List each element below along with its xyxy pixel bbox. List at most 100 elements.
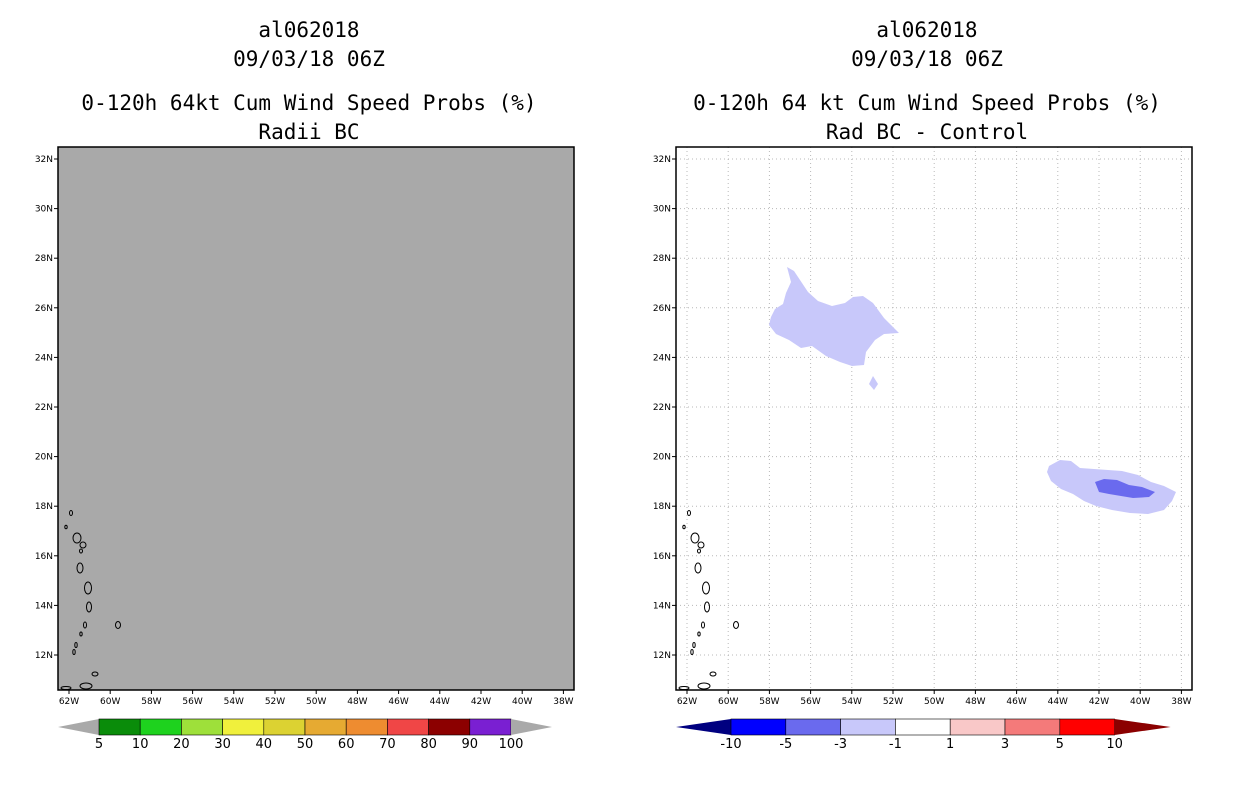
colorbar-bin [304, 718, 347, 736]
colorbar-bin [895, 718, 951, 736]
colorbar-bin [181, 718, 223, 736]
island-outline [709, 671, 717, 677]
island-outline [701, 621, 705, 629]
lat-tick-label: 26N [653, 304, 671, 314]
island-outline [79, 682, 93, 690]
lat-tick-label: 22N [653, 403, 671, 413]
lat-tick-label: 22N [35, 403, 53, 413]
lon-tick-label: 38W [553, 697, 573, 707]
colorbar-left-end [58, 719, 99, 735]
lon-tick-label: 54W [224, 697, 244, 707]
island-outline [64, 524, 68, 530]
lon-tick-label: 44W [1048, 697, 1068, 707]
lon-tick-label: 46W [1006, 697, 1026, 707]
colorbar-bin [1059, 718, 1115, 736]
left-colorbar: 5 10 20 30 40 50 60 70 80 90 100 [58, 718, 552, 752]
colorbar-label: 3 [1001, 737, 1009, 752]
colorbar-high-end [1114, 719, 1171, 735]
lat-tick-label: 18N [653, 502, 671, 512]
right-map-background [676, 147, 1192, 690]
lat-tick-label: 20N [653, 453, 671, 463]
colorbar-label: 90 [462, 737, 479, 752]
island-outline [76, 562, 84, 574]
north-small-blob [869, 376, 878, 390]
lon-tick-label: 50W [924, 697, 944, 707]
colorbar-bin [139, 718, 182, 736]
lat-tick-label: 16N [653, 552, 671, 562]
colorbar-label: -5 [779, 737, 792, 752]
lon-tick-label: 46W [388, 697, 408, 707]
colorbar-bin [1004, 718, 1061, 736]
lat-tick-label: 14N [35, 601, 53, 611]
island-outline [84, 581, 92, 595]
colorbar-label: 100 [499, 737, 524, 752]
lon-tick-label: 44W [430, 697, 450, 707]
lon-tick-label: 52W [265, 697, 285, 707]
lat-tick-label: 18N [35, 502, 53, 512]
island-outline [69, 510, 73, 516]
lat-tick-label: 16N [35, 552, 53, 562]
lat-tick-label: 30N [35, 205, 53, 215]
left-map-background [58, 147, 574, 690]
colorbar-bin [730, 718, 787, 736]
lon-tick-label: 54W [842, 697, 862, 707]
island-outline [83, 621, 87, 629]
left-product-title: 0-120h 64kt Cum Wind Speed Probs (%) [81, 91, 537, 115]
colorbar-label: 5 [95, 737, 103, 752]
island-outline [91, 671, 99, 677]
lat-tick-label: 28N [35, 254, 53, 264]
lat-tick-label: 14N [653, 601, 671, 611]
right-panel-title: al062018 09/03/18 06Z 0-120h 64 kt Cum W… [667, 16, 1187, 147]
lat-tick-label: 12N [35, 651, 53, 661]
left-datetime: 09/03/18 06Z [233, 47, 385, 71]
lon-tick-label: 62W [677, 697, 697, 707]
lat-tick-label: 30N [653, 205, 671, 215]
colorbar-bin [98, 718, 141, 736]
lat-tick-label: 32N [653, 155, 671, 165]
right-island-outlines [678, 510, 739, 690]
island-outline [733, 621, 739, 629]
island-outline [79, 548, 83, 554]
lon-tick-label: 40W [1130, 697, 1150, 707]
colorbar-bin [387, 718, 429, 736]
lon-tick-label: 42W [471, 697, 491, 707]
lon-tick-label: 42W [1089, 697, 1109, 707]
island-outline [690, 649, 694, 655]
colorbar-label: 5 [1056, 737, 1064, 752]
colorbar-bin [840, 718, 896, 736]
island-outline [79, 541, 87, 549]
colorbar-label: 1 [946, 737, 954, 752]
right-product-title: 0-120h 64 kt Cum Wind Speed Probs (%) [693, 91, 1161, 115]
colorbar-label: -3 [834, 737, 847, 752]
right-axis-ticks: 12N 14N 16N 18N 20N 22N 24N 26N 28N 30N 32N 62W 60W 5… [653, 155, 1192, 707]
colorbar-label: -1 [889, 737, 902, 752]
colorbar-label: 80 [420, 737, 437, 752]
island-outline [682, 524, 686, 530]
left-storm-id: al062018 [258, 18, 360, 42]
island-outline [704, 601, 710, 613]
lat-tick-label: 24N [35, 353, 53, 363]
left-island-outlines [60, 510, 121, 690]
lon-tick-label: 48W [347, 697, 367, 707]
island-outline [79, 631, 83, 637]
lat-tick-label: 26N [35, 304, 53, 314]
island-outline [72, 649, 76, 655]
lat-tick-label: 28N [653, 254, 671, 264]
right-map: 12N 14N 16N 18N 20N 22N 24N 26N 28N 30N 32N 62W 60W 5… [653, 146, 1193, 707]
right-colorbar: -10 -5 -3 -1 1 3 5 10 [676, 718, 1171, 752]
lon-tick-label: 52W [883, 697, 903, 707]
lat-tick-label: 20N [35, 453, 53, 463]
island-outline [690, 532, 700, 544]
colorbar-label: 70 [379, 737, 396, 752]
colorbar-bin [949, 718, 1006, 736]
left-axis-ticks: 12N 14N 16N 18N 20N 22N 24N 26N 28N 30N 32N 62W 60W 5… [35, 155, 574, 707]
lon-tick-label: 50W [306, 697, 326, 707]
island-outline [697, 541, 705, 549]
right-storm-id: al062018 [876, 18, 978, 42]
island-outline [74, 642, 78, 648]
colorbar-label: 40 [256, 737, 273, 752]
colorbar-bin [222, 718, 265, 736]
lon-tick-label: 48W [965, 697, 985, 707]
colorbar-bin [263, 718, 306, 736]
